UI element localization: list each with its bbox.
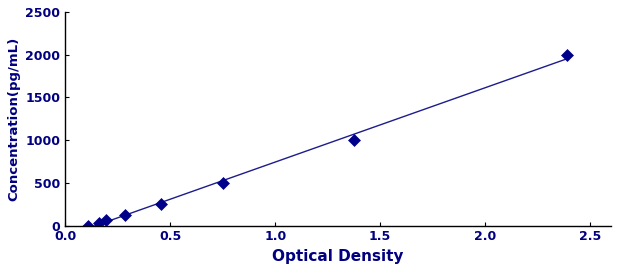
Point xyxy=(218,181,228,185)
Point xyxy=(83,224,93,228)
Point xyxy=(156,202,166,207)
Point xyxy=(94,221,104,225)
Point xyxy=(562,53,572,57)
Point xyxy=(120,213,130,217)
Y-axis label: Concentration(pg/mL): Concentration(pg/mL) xyxy=(7,37,20,201)
Point xyxy=(349,138,358,142)
Point xyxy=(101,218,111,222)
X-axis label: Optical Density: Optical Density xyxy=(273,249,404,264)
